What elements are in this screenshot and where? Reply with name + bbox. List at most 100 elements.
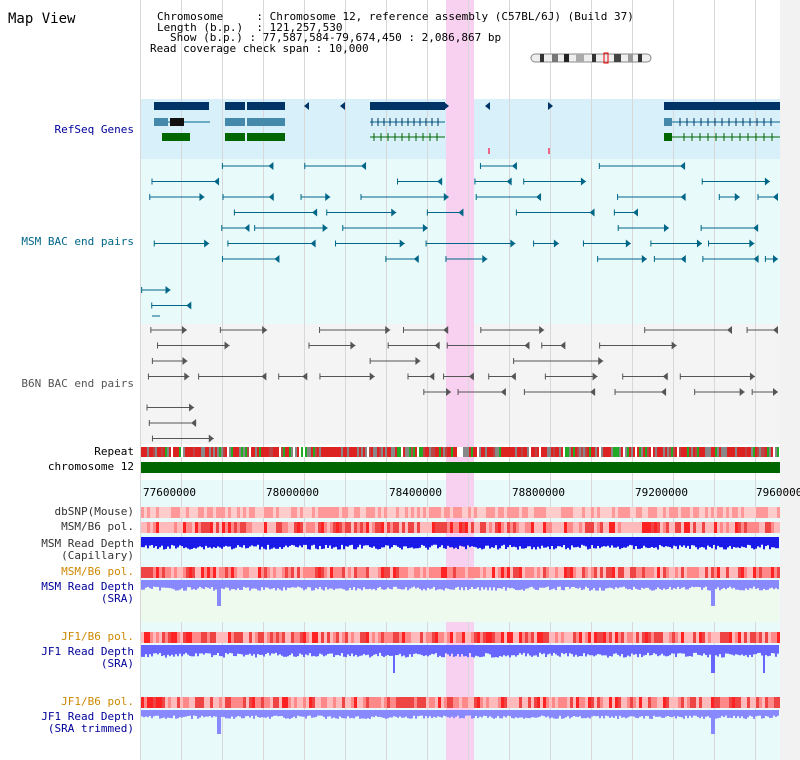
track-label-msm-b6-pol[interactable]: MSM/B6 pol. — [61, 520, 134, 533]
jf1-depth-trim-bar — [499, 710, 501, 719]
msm-bac-pair-end — [536, 193, 542, 201]
repeat-element — [589, 447, 591, 457]
msm-depth-sra-bar — [409, 580, 411, 589]
jf1-depth-trim-bar — [385, 710, 387, 719]
track-label-b6n-bac[interactable]: B6N BAC end pairs — [21, 377, 134, 390]
track-label-repeat[interactable]: Repeat — [94, 445, 134, 458]
msm-depth-sra-bar — [503, 580, 505, 587]
msm-depth-cap-bar — [755, 537, 757, 549]
dbsnp-heat-cell — [420, 507, 423, 518]
msm-depth-cap-bar — [205, 537, 207, 546]
repeat-element — [241, 447, 243, 457]
repeat-element — [405, 447, 407, 457]
msm-depth-sra-bar — [473, 580, 475, 590]
msm-b6-pol2-heat-cell — [495, 567, 498, 578]
msm-depth-cap-bar — [231, 537, 233, 550]
msm-b6-pol2-heat-cell — [423, 567, 426, 578]
track-label-jf1-b6-pol[interactable]: JF1/B6 pol. — [61, 630, 134, 643]
track-label-msm-bac[interactable]: MSM BAC end pairs — [21, 235, 134, 248]
msm-depth-sra-bar — [275, 580, 277, 591]
jf1-b6-pol2-heat-cell — [744, 697, 747, 708]
msm-depth-cap-bar — [723, 537, 725, 550]
msm-b6-pol-heat-cell — [246, 522, 249, 533]
msm-depth-sra-bar — [195, 580, 197, 590]
msm-depth-cap-bar — [763, 537, 765, 550]
track-label-msm-b6-pol-2[interactable]: MSM/B6 pol. — [61, 565, 134, 578]
dbsnp-heat-cell — [639, 507, 642, 518]
jf1-b6-pol2-heat-cell — [747, 697, 750, 708]
jf1-depth-sra-bar — [179, 645, 181, 654]
msm-depth-sra-bar — [421, 580, 423, 591]
show-info: Show (b.p.) : 77,587,584-79,674,450 : 2,… — [170, 31, 502, 44]
msm-depth-cap-bar — [399, 537, 401, 548]
msm-b6-pol-heat-cell — [615, 522, 618, 533]
jf1-b6-pol-heat-cell — [396, 632, 399, 643]
repeat-element — [685, 447, 687, 457]
msm-depth-cap-bar — [557, 537, 559, 547]
msm-b6-pol-heat-cell — [294, 522, 297, 533]
jf1-depth-trim-bar — [365, 710, 367, 719]
msm-b6-pol2-heat-cell — [690, 567, 693, 578]
dbsnp-heat-cell — [510, 507, 513, 518]
jf1-b6-pol2-heat-cell — [525, 697, 528, 708]
msm-b6-pol-heat-cell — [309, 522, 312, 533]
jf1-b6-pol-heat-cell — [474, 632, 477, 643]
msm-depth-sra-bar — [141, 580, 143, 590]
jf1-depth-sra-bar — [395, 645, 397, 656]
msm-b6-pol-heat-cell — [702, 522, 705, 533]
msm-depth-sra-bar — [467, 580, 469, 591]
jf1-b6-pol-heat-cell — [273, 632, 276, 643]
repeat-element — [565, 447, 567, 457]
track-label-jf1-depth-sra[interactable]: JF1 Read Depth (SRA) — [0, 646, 134, 670]
msm-depth-sra-bar — [185, 580, 187, 591]
jf1-depth-sra-bar — [527, 645, 529, 654]
repeat-element — [267, 447, 269, 457]
repeat-element — [307, 447, 309, 457]
msm-depth-cap-bar — [361, 537, 363, 549]
dbsnp-heat-cell — [636, 507, 639, 518]
track-label-msm-depth-sra[interactable]: MSM Read Depth (SRA) — [0, 581, 134, 605]
msm-b6-pol2-heat-cell — [675, 567, 678, 578]
jf1-b6-pol2-heat-cell — [189, 697, 192, 708]
jf1-b6-pol2-heat-cell — [408, 697, 411, 708]
track-label-chromosome[interactable]: chromosome 12 — [47, 460, 134, 473]
jf1-depth-sra-bar — [189, 645, 191, 656]
msm-depth-sra-bar — [383, 580, 385, 590]
msm-depth-sra-bar — [357, 580, 359, 589]
jf1-depth-sra-bar — [735, 645, 737, 655]
jf1-b6-pol2-heat-cell — [297, 697, 300, 708]
jf1-depth-trim-bar — [315, 710, 317, 718]
jf1-depth-sra-bar — [687, 645, 689, 657]
msm-depth-cap-bar — [435, 537, 437, 545]
track-label-jf1-b6-pol-2[interactable]: JF1/B6 pol. — [61, 695, 134, 708]
msm-depth-sra-bar — [329, 580, 331, 589]
repeat-element — [725, 447, 727, 457]
jf1-depth-sra-bar — [505, 645, 507, 657]
jf1-b6-pol2-heat-cell — [393, 697, 396, 708]
track-label-refseq[interactable]: RefSeq Genes — [54, 123, 134, 136]
jf1-depth-trim-bar — [621, 710, 623, 718]
dbsnp-heat-cell — [504, 507, 507, 518]
jf1-depth-sra-bar — [777, 645, 779, 654]
msm-depth-cap-bar — [673, 537, 675, 546]
msm-b6-pol-heat-cell — [411, 522, 414, 533]
msm-depth-sra-bar — [739, 580, 741, 591]
chromosome-ideogram[interactable] — [530, 52, 652, 64]
jf1-depth-sra-bar — [561, 645, 563, 653]
track-label-msm-depth-cap[interactable]: MSM Read Depth (Capillary) — [0, 538, 134, 562]
track-label-dbsnp[interactable]: dbSNP(Mouse) — [54, 505, 134, 518]
jf1-b6-pol-heat-cell — [384, 632, 387, 643]
msm-depth-cap-bar — [423, 537, 425, 546]
msm-depth-sra-bar — [177, 580, 179, 591]
repeat-element — [509, 447, 511, 457]
jf1-b6-pol-heat-cell — [591, 632, 594, 643]
dbsnp-heat-cell — [591, 507, 594, 518]
jf1-depth-trim-bar — [673, 710, 675, 717]
msm-b6-pol2-heat-cell — [732, 567, 735, 578]
jf1-b6-pol2-heat-cell — [585, 697, 588, 708]
track-label-jf1-depth-trim[interactable]: JF1 Read Depth (SRA trimmed) — [0, 711, 134, 735]
msm-depth-cap-bar — [305, 537, 307, 545]
msm-b6-pol-heat-cell — [396, 522, 399, 533]
msm-b6-pol-heat-cell — [363, 522, 366, 533]
